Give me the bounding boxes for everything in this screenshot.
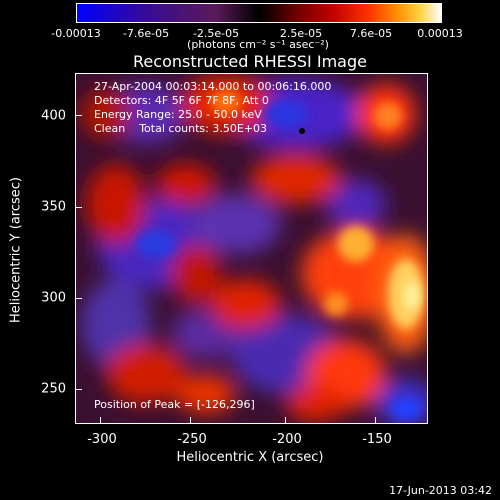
- y-tick-mark: [76, 298, 82, 299]
- x-tick-mark: [100, 417, 101, 423]
- info-detectors: Detectors: 4F 5F 6F 7F 8F, Att 0: [94, 94, 269, 107]
- x-tick-label: -150: [362, 432, 392, 447]
- x-tick-mark: [285, 417, 286, 423]
- x-tick-label: -200: [272, 432, 302, 447]
- y-tick-mark: [76, 389, 82, 390]
- x-tick-label: -300: [87, 432, 117, 447]
- colorbar: [76, 3, 442, 23]
- x-tick-mark: [375, 417, 376, 423]
- colorbar-tick: -0.00013: [51, 27, 101, 40]
- info-time-range: 27-Apr-2004 00:03:14.000 to 00:06:16.000: [94, 80, 332, 93]
- colorbar-tick: -2.5e-05: [192, 27, 240, 40]
- peak-position-label: Position of Peak = [-126,296]: [94, 398, 255, 411]
- rhessi-image-map: [76, 74, 427, 423]
- x-axis-label: Heliocentric X (arcsec): [176, 450, 324, 465]
- y-tick-label: 400: [41, 108, 66, 124]
- info-energy-range: Energy Range: 25.0 - 50.0 keV: [94, 108, 262, 121]
- render-timestamp: 17-Jun-2013 03:42: [389, 484, 492, 497]
- info-clean-counts: Clean Total counts: 3.50E+03: [94, 122, 268, 135]
- y-tick-label: 300: [41, 290, 66, 306]
- y-axis-label: Heliocentric Y (arcsec): [8, 177, 24, 323]
- y-tick-mark: [76, 115, 82, 116]
- plot-title: Reconstructed RHESSI Image: [133, 52, 367, 71]
- y-tick-mark: [76, 207, 82, 208]
- colorbar-tick: -7.6e-05: [122, 27, 170, 40]
- colorbar-tick: 0.00013: [417, 27, 463, 40]
- colorbar-tick: 7.6e-05: [349, 27, 393, 40]
- colorbar-units: (photons cm⁻² s⁻¹ asec⁻²): [187, 38, 329, 51]
- x-tick-mark: [190, 417, 191, 423]
- rhessi-image: [76, 74, 427, 423]
- x-tick-label: -250: [177, 432, 207, 447]
- colorbar-tick: 2.5e-05: [279, 27, 323, 40]
- y-tick-label: 250: [41, 381, 66, 397]
- y-tick-label: 350: [41, 199, 66, 215]
